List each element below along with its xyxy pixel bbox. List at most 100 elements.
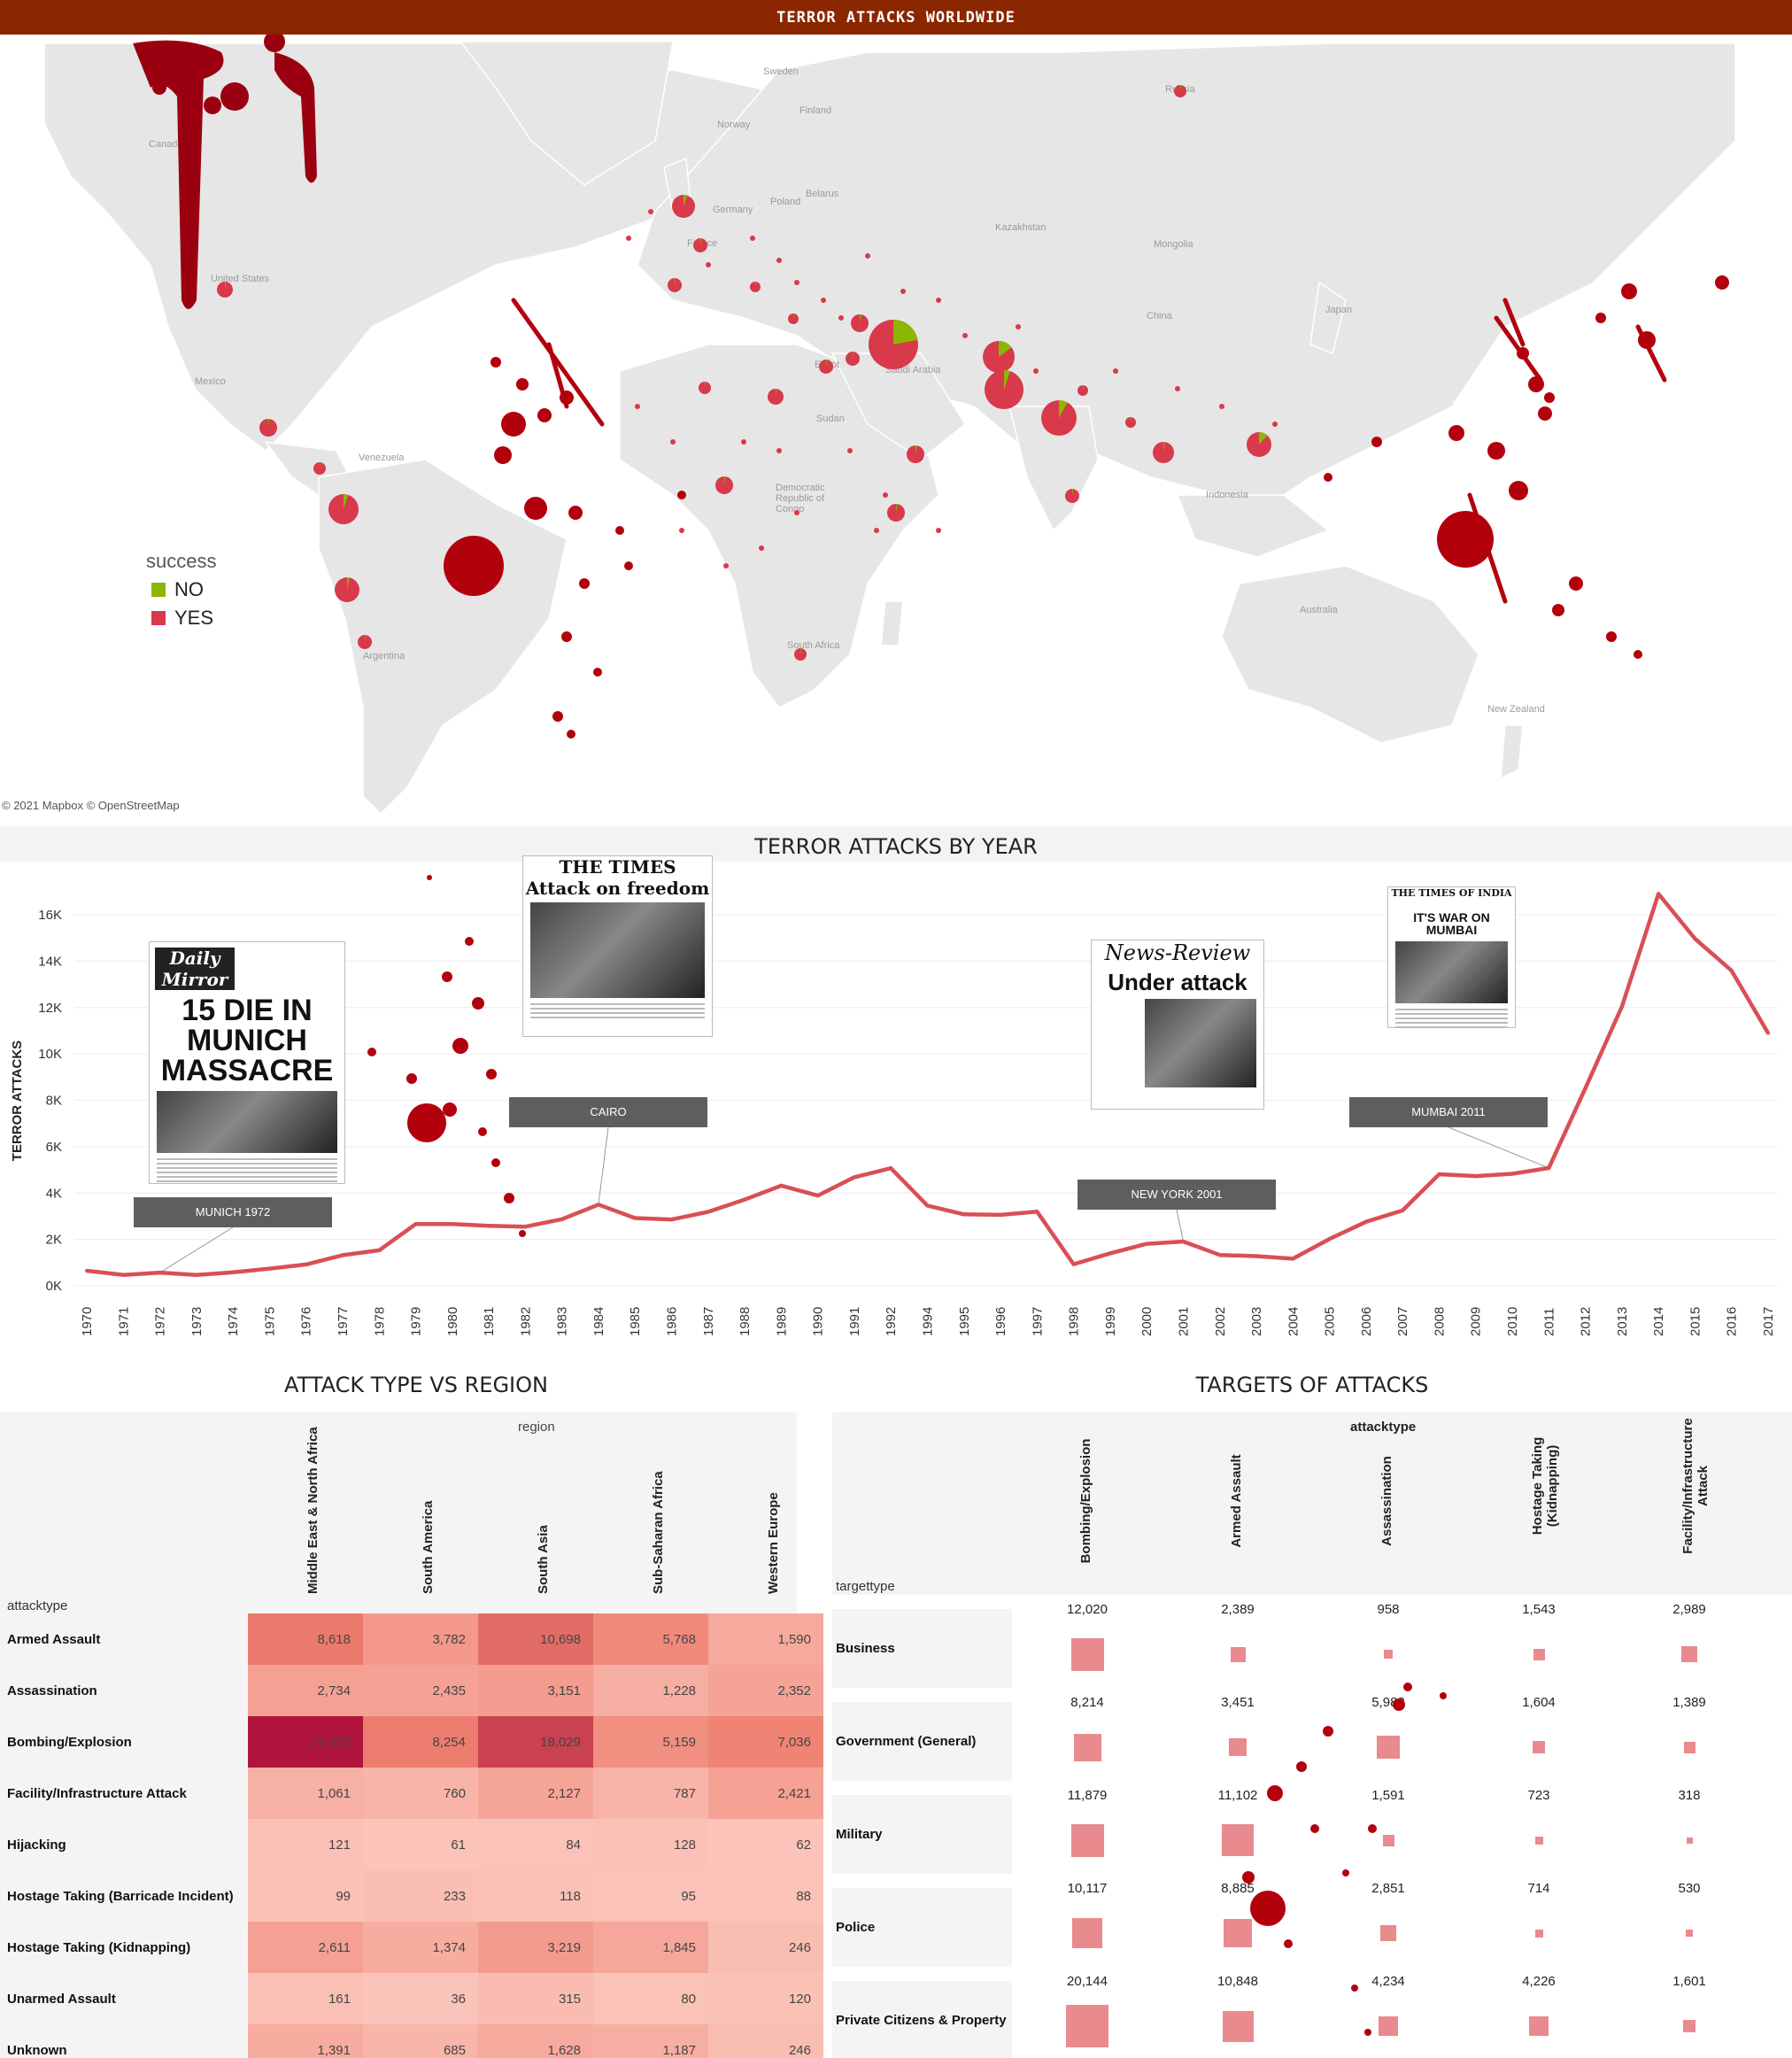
targets-size-square[interactable] bbox=[1380, 1925, 1396, 1941]
heatmap-cell[interactable]: 3,782 bbox=[363, 1613, 478, 1665]
heatmap-row-label[interactable]: Unknown bbox=[0, 2024, 248, 2058]
heatmap-cell[interactable]: 88 bbox=[708, 1870, 823, 1922]
map-pie-marker[interactable] bbox=[358, 635, 372, 649]
line-point[interactable] bbox=[633, 1216, 637, 1220]
line-point[interactable] bbox=[1766, 1031, 1770, 1035]
line-point[interactable] bbox=[889, 1166, 893, 1171]
map-small-marker[interactable] bbox=[936, 528, 941, 533]
line-point[interactable] bbox=[669, 1218, 674, 1222]
heatmap-cell[interactable]: 1,590 bbox=[708, 1613, 823, 1665]
map-small-marker[interactable] bbox=[759, 545, 764, 551]
targets-size-square[interactable] bbox=[1683, 1741, 1695, 1753]
line-point[interactable] bbox=[560, 1217, 564, 1221]
line-point[interactable] bbox=[1145, 1242, 1149, 1246]
line-point[interactable] bbox=[1181, 1239, 1186, 1243]
targets-row-label[interactable]: Government (General) bbox=[832, 1702, 1012, 1781]
map-small-marker[interactable] bbox=[1175, 386, 1180, 391]
map-pie-marker[interactable] bbox=[846, 352, 860, 366]
line-point[interactable] bbox=[1035, 1210, 1039, 1214]
heatmap-cell[interactable]: 8,618 bbox=[248, 1613, 363, 1665]
targets-size-square[interactable] bbox=[1379, 2016, 1398, 2036]
map-pie-marker[interactable] bbox=[693, 238, 707, 252]
line-point[interactable] bbox=[999, 1212, 1003, 1217]
map-small-marker[interactable] bbox=[838, 315, 844, 321]
line-point[interactable] bbox=[743, 1197, 747, 1202]
heatmap-cell[interactable]: 61 bbox=[363, 1819, 478, 1870]
map-small-marker[interactable] bbox=[1219, 404, 1224, 409]
heatmap-cell[interactable]: 760 bbox=[363, 1768, 478, 1819]
heatmap-cell[interactable]: 1,228 bbox=[593, 1665, 708, 1716]
map-pie-marker[interactable] bbox=[217, 282, 233, 298]
map-small-marker[interactable] bbox=[648, 209, 653, 214]
heatmap-cell[interactable]: 1,374 bbox=[363, 1922, 478, 1973]
targets-column-header[interactable]: Bombing/Explosion bbox=[1012, 1439, 1162, 1591]
heatmap-cell[interactable]: 8,254 bbox=[363, 1716, 478, 1768]
map-small-marker[interactable] bbox=[936, 298, 941, 303]
line-point[interactable] bbox=[1255, 1254, 1259, 1258]
heatmap-cell[interactable]: 1,628 bbox=[478, 2024, 593, 2058]
heatmap-cell[interactable]: 80 bbox=[593, 1973, 708, 2024]
map-pie-marker[interactable] bbox=[983, 341, 1015, 373]
map-small-marker[interactable] bbox=[1033, 368, 1039, 374]
line-point[interactable] bbox=[1729, 969, 1734, 973]
line-point[interactable] bbox=[1217, 1253, 1222, 1257]
targets-size-square[interactable] bbox=[1073, 1733, 1101, 1761]
heatmap-cell[interactable]: 315 bbox=[478, 1973, 593, 2024]
heatmap-cell[interactable]: 99 bbox=[248, 1870, 363, 1922]
line-point[interactable] bbox=[1619, 1004, 1624, 1009]
heatmap-cell[interactable]: 2,352 bbox=[708, 1665, 823, 1716]
targets-size-square[interactable] bbox=[1681, 1646, 1697, 1662]
map-credit[interactable]: © 2021 Mapbox © OpenStreetMap bbox=[2, 799, 180, 812]
map-pie-marker[interactable] bbox=[1174, 85, 1186, 97]
map-pie-marker[interactable] bbox=[750, 282, 761, 292]
map-pie-marker[interactable] bbox=[328, 494, 359, 524]
heatmap-row-label[interactable]: Hostage Taking (Kidnapping) bbox=[0, 1922, 248, 1973]
map-pie-marker[interactable] bbox=[668, 278, 682, 292]
heatmap-cell[interactable]: 7,036 bbox=[708, 1716, 823, 1768]
line-point[interactable] bbox=[1363, 1219, 1368, 1224]
map-small-marker[interactable] bbox=[1272, 422, 1278, 427]
heatmap-cell[interactable]: 95 bbox=[593, 1870, 708, 1922]
line-point[interactable] bbox=[1583, 1086, 1587, 1090]
map-small-marker[interactable] bbox=[723, 563, 729, 569]
line-point[interactable] bbox=[158, 1271, 162, 1275]
map-pie-marker[interactable] bbox=[819, 360, 833, 374]
heatmap-cell[interactable]: 36 bbox=[363, 1973, 478, 2024]
map-pie-marker[interactable] bbox=[1153, 442, 1174, 463]
map-small-marker[interactable] bbox=[670, 439, 676, 445]
line-point[interactable] bbox=[962, 1212, 966, 1217]
heatmap-cell[interactable]: 10,698 bbox=[478, 1613, 593, 1665]
map-pie-marker[interactable] bbox=[313, 462, 326, 475]
targets-size-square[interactable] bbox=[1686, 1837, 1693, 1844]
targets-size-square[interactable] bbox=[1686, 1930, 1693, 1937]
map-small-marker[interactable] bbox=[874, 528, 879, 533]
map-small-marker[interactable] bbox=[962, 333, 968, 338]
map-pie-marker[interactable] bbox=[788, 313, 799, 324]
map-pie-marker[interactable] bbox=[1247, 432, 1271, 457]
targets-row-label[interactable]: Private Citizens & Property bbox=[832, 1981, 1012, 2058]
heatmap-row-label[interactable]: Bombing/Explosion bbox=[0, 1716, 248, 1768]
map-pie-marker[interactable] bbox=[1078, 385, 1088, 396]
targets-size-square[interactable] bbox=[1224, 1919, 1252, 1947]
line-point[interactable] bbox=[194, 1273, 198, 1277]
line-point[interactable] bbox=[1657, 892, 1661, 896]
line-point[interactable] bbox=[815, 1194, 820, 1198]
line-point[interactable] bbox=[852, 1175, 856, 1180]
targets-size-square[interactable] bbox=[1230, 1646, 1246, 1662]
attack-type-region-heatmap[interactable]: region attacktype Middle East & North Af… bbox=[0, 1412, 823, 2058]
line-point[interactable] bbox=[1291, 1257, 1295, 1261]
legend-item-yes[interactable]: YES bbox=[151, 607, 216, 630]
map-pie-marker[interactable] bbox=[851, 314, 869, 332]
line-point[interactable] bbox=[1510, 1172, 1515, 1176]
targets-row-label[interactable]: Military bbox=[832, 1795, 1012, 1874]
line-point[interactable] bbox=[121, 1273, 126, 1277]
line-point[interactable] bbox=[706, 1210, 710, 1214]
line-point[interactable] bbox=[377, 1248, 382, 1252]
map-pie-marker[interactable] bbox=[1065, 489, 1079, 503]
targets-size-square[interactable] bbox=[1070, 1637, 1104, 1671]
map-pie-marker[interactable] bbox=[869, 320, 918, 369]
targets-column-header[interactable]: Armed Assault bbox=[1162, 1441, 1313, 1591]
targets-size-square[interactable] bbox=[1070, 1823, 1104, 1857]
line-point[interactable] bbox=[779, 1183, 784, 1188]
heatmap-cell[interactable]: 1,391 bbox=[248, 2024, 363, 2058]
